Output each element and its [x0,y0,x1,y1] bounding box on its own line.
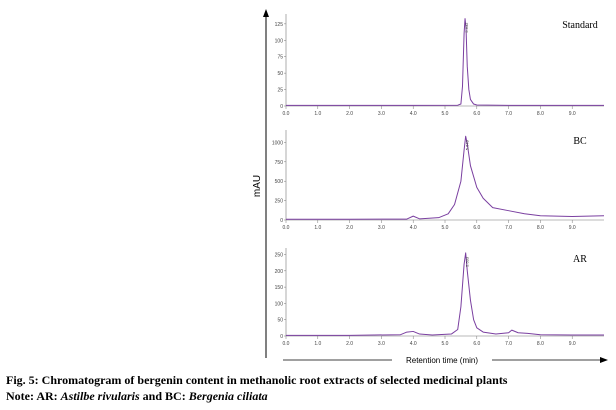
y-tick-label: 250 [275,253,284,259]
y-tick-label: 100 [275,38,284,44]
x-tick-label: 5.0 [442,225,449,231]
x-tick-label: 4.0 [410,225,417,231]
x-tick-label: 6.0 [473,111,480,117]
chromatogram-figure: mAU Retention time (min) 0.0 1.0 2.0 3.0 4.0… [252,9,608,366]
y-tick-label: 200 [275,269,284,275]
x-tick-label: 1.0 [314,341,321,347]
x-tick-label: 7.0 [505,341,512,347]
y-tick-label: 0 [280,104,283,110]
x-tick-label: 8.0 [537,225,544,231]
x-tick-label: 9.0 [569,341,576,347]
x-tick-label: 4.0 [410,111,417,117]
x-tick-label: 7.0 [505,111,512,117]
x-tick-label: 9.0 [569,225,576,231]
y-tick-label: 50 [277,318,283,324]
y-tick-label: 75 [277,55,283,61]
panel-title: AR [573,254,587,265]
y-tick-label: 250 [275,199,284,205]
panel-title: BC [573,136,587,147]
y-tick-label: 750 [275,160,284,166]
y-tick-label: 125 [275,22,284,28]
chromatogram-trace [286,252,604,336]
x-tick-label: 7.0 [505,225,512,231]
y-tick-label: 50 [277,71,283,77]
x-tick-label: 9.0 [569,111,576,117]
species-ar: Astilbe rivularis [60,389,140,403]
y-tick-label: 25 [277,88,283,94]
peak-label: 5.633 [465,256,470,267]
x-tick-label: 3.0 [378,341,385,347]
x-tick-label: 0.0 [283,225,290,231]
x-tick-label: 6.0 [473,225,480,231]
y-tick-label: 0 [280,218,283,224]
x-tick-label: 4.0 [410,341,417,347]
x-tick-label: 5.0 [442,111,449,117]
x-tick-label: 8.0 [537,111,544,117]
peak-label: 5.632 [464,22,469,33]
panel-ar: 0.0 1.0 2.0 3.0 4.0 5.0 6.0 7.0 8.0 9.0 0 50 100 150 2… [275,248,604,347]
x-tick-label: 2.0 [346,225,353,231]
x-tick-label: 6.0 [473,341,480,347]
chromatogram-trace [286,135,605,220]
x-tick-label: 3.0 [378,225,385,231]
global-y-axis-arrow [263,9,269,17]
x-tick-label: 8.0 [537,341,544,347]
x-tick-label: 2.0 [346,111,353,117]
note-mid: and BC: [139,389,189,403]
chromatogram-trace [286,18,604,106]
panel-title: Standard [562,20,598,31]
y-tick-label: 150 [275,285,284,291]
xlabel-bg [392,352,492,366]
global-x-label: Retention time (min) [406,356,478,365]
x-tick-label: 2.0 [346,341,353,347]
panel-standard: 0.0 1.0 2.0 3.0 4.0 5.0 6.0 7.0 8.0 9.0 0 25 50 75 100… [275,14,604,117]
global-y-label: mAU [252,175,263,197]
x-tick-label: 1.0 [314,111,321,117]
panel-bc: 0.0 1.0 2.0 3.0 4.0 5.0 6.0 7.0 8.0 9.0 0 250 500 750… [272,130,605,231]
y-tick-label: 0 [280,334,283,340]
global-x-axis-arrow [600,357,608,363]
note-prefix: Note: AR: [6,389,61,403]
peak-label: 5.649 [465,139,470,150]
x-tick-label: 0.0 [283,341,290,347]
x-tick-label: 3.0 [378,111,385,117]
species-bc: Bergenia ciliata [188,389,268,403]
x-tick-label: 0.0 [283,111,290,117]
y-tick-label: 500 [275,179,284,185]
x-tick-label: 5.0 [442,341,449,347]
x-tick-label: 1.0 [314,225,321,231]
panels: 0.0 1.0 2.0 3.0 4.0 5.0 6.0 7.0 8.0 9.0 0 25 50 75 100… [272,14,605,347]
y-tick-label: 1000 [272,140,283,146]
y-tick-label: 100 [275,301,284,307]
figure-note: Note: AR: Astilbe rivularis and BC: Berg… [6,389,268,404]
figure-caption: Fig. 5: Chromatogram of bergenin content… [6,373,508,387]
